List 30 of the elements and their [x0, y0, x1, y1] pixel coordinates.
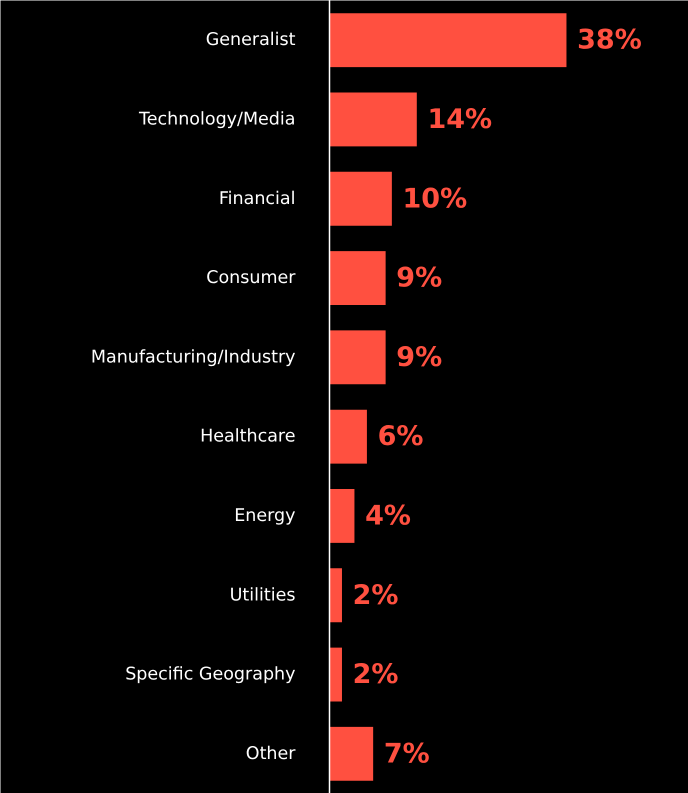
y-tick-label: Healthcare	[200, 426, 296, 447]
bar	[330, 330, 386, 384]
bar	[330, 648, 342, 702]
bar	[330, 92, 417, 146]
y-tick-label: Financial	[218, 188, 296, 209]
bar	[330, 568, 342, 622]
bar	[330, 726, 374, 781]
y-tick-label: Other	[246, 744, 296, 764]
y-tick-label: Specific Geography	[125, 664, 296, 685]
bar	[330, 13, 566, 68]
data-label: 2%	[352, 659, 398, 690]
data-label: 6%	[378, 421, 424, 452]
y-tick-label: Technology/Media	[138, 109, 296, 130]
bar	[330, 251, 386, 306]
data-label: 9%	[396, 342, 442, 373]
data-label: 4%	[365, 500, 411, 532]
data-label: 10%	[402, 183, 468, 214]
y-tick-label: Manufacturing/Industry	[90, 347, 296, 368]
y-tick-label: Energy	[234, 506, 296, 526]
y-tick-label: Generalist	[206, 30, 296, 50]
data-label: 9%	[396, 262, 442, 294]
y-tick-label: Consumer	[206, 268, 296, 288]
bar	[330, 410, 367, 464]
data-label: 2%	[352, 580, 398, 611]
data-label: 14%	[427, 104, 492, 135]
data-label: 7%	[384, 738, 430, 770]
data-label: 38%	[577, 24, 642, 56]
y-tick-label: Utilities	[230, 585, 296, 606]
bar	[330, 488, 354, 543]
bar	[330, 172, 392, 226]
